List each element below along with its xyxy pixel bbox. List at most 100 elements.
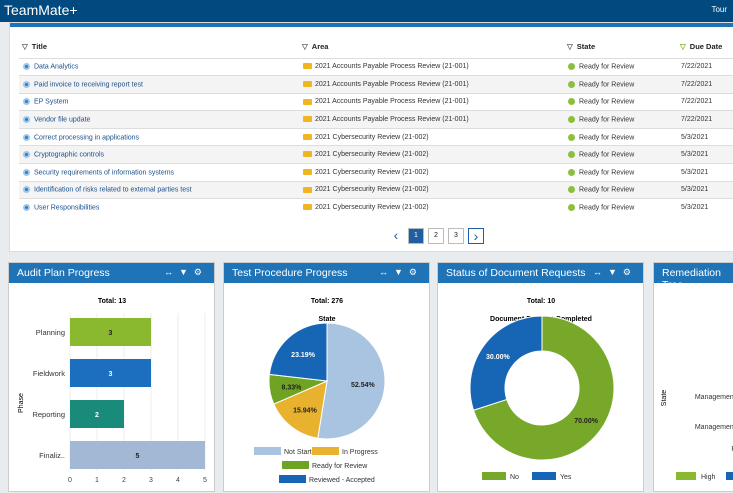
- gear-icon[interactable]: ⚙: [622, 267, 637, 277]
- filter-icon[interactable]: ▼: [179, 267, 194, 277]
- column-label: Area: [311, 41, 329, 51]
- page-button[interactable]: 2: [428, 228, 444, 244]
- state-cell: Ready for Review: [564, 92, 677, 111]
- state-cell: Ready for Review: [564, 75, 677, 94]
- title-link[interactable]: Data Analytics: [19, 57, 299, 76]
- pie-slice: [273, 380, 328, 439]
- due-date-cell: 5/3/2021: [677, 180, 733, 199]
- cell-text: 7/22/2021: [681, 80, 713, 88]
- table-row[interactable]: Cryptographic controls 2021 Cybersecurity…: [19, 145, 733, 164]
- procedure-icon: [23, 133, 30, 141]
- area-cell: 2021 Accounts Payable Process Review (21…: [299, 75, 564, 94]
- folder-icon: [303, 98, 312, 105]
- filter-icon[interactable]: ▽: [22, 41, 28, 51]
- state-cell: Ready for Review: [564, 57, 677, 76]
- column-label: Title: [31, 41, 48, 51]
- table-row[interactable]: User Responsibilities 2021 Cybersecurity …: [19, 198, 733, 217]
- legend-swatch: [254, 447, 281, 455]
- title-link[interactable]: Security requirements of information sys…: [19, 163, 299, 182]
- due-date-cell: 5/3/2021: [677, 145, 733, 164]
- bar-value-label: 2: [95, 412, 99, 419]
- cell-text: Ready for Review: [579, 63, 635, 71]
- cell-text: 5/3/2021: [681, 168, 709, 176]
- legend-label: In Progress: [342, 449, 378, 456]
- cell-text: 7/22/2021: [681, 116, 713, 124]
- filter-icon[interactable]: ▽: [680, 41, 686, 51]
- cell-text: 5/3/2021: [681, 204, 709, 212]
- x-tick-label: 5: [203, 477, 207, 484]
- slice-label: 23.19%: [291, 352, 316, 359]
- column-header-state[interactable]: ▽ State: [564, 35, 677, 58]
- cell-text: 2021 Cybersecurity Review (21-002): [315, 186, 429, 194]
- due-date-cell: 5/3/2021: [677, 127, 733, 146]
- app-logo: TeamMate+: [4, 2, 78, 18]
- title-link[interactable]: EP System: [19, 92, 299, 111]
- column-header-area[interactable]: ▽ Area: [299, 35, 564, 58]
- column-header-due-date[interactable]: ▽ Due Date: [677, 35, 733, 58]
- cell-text: 2021 Cybersecurity Review (21-002): [315, 204, 429, 212]
- x-tick-label: 3: [149, 477, 153, 484]
- category-label: Management Resp: [695, 424, 733, 431]
- table-row[interactable]: Security requirements of information sys…: [19, 163, 733, 182]
- title-link[interactable]: Paid invoice to receiving report test: [19, 75, 299, 94]
- folder-icon: [303, 81, 312, 88]
- legend-title: State: [318, 316, 335, 323]
- bar: [70, 359, 151, 387]
- column-header-title[interactable]: ▽ Title: [19, 35, 299, 58]
- legend-swatch: [279, 475, 306, 483]
- table-row[interactable]: EP System 2021 Accounts Payable Process R…: [19, 92, 733, 111]
- document-requests-card: Status of Document Requests ↔▼⚙ Total: 10…: [437, 262, 644, 492]
- pie-slice: [317, 322, 386, 440]
- bar-value-label: 3: [109, 371, 113, 378]
- next-page-button[interactable]: ›: [468, 228, 484, 244]
- due-date-cell: 7/22/2021: [677, 110, 733, 129]
- chart-subtitle: Total: 13: [98, 298, 126, 305]
- table-row[interactable]: Data Analytics 2021 Accounts Payable Proc…: [19, 57, 733, 76]
- folder-icon: [303, 186, 312, 193]
- category-label: Finaliz..: [39, 451, 65, 460]
- chart-subtitle: Total: 10: [527, 298, 555, 305]
- due-date-cell: 5/3/2021: [677, 163, 733, 182]
- title-link[interactable]: Identification of risks related to exter…: [19, 180, 299, 199]
- gear-icon[interactable]: ⚙: [408, 267, 423, 277]
- table-row[interactable]: Vendor file update 2021 Accounts Payable …: [19, 110, 733, 129]
- cell-text: 2021 Cybersecurity Review (21-002): [315, 168, 429, 176]
- procedure-icon: [23, 115, 30, 123]
- remediation-card: Remediation Trac StateNot StIn ProReviAc…: [653, 262, 733, 492]
- card-title: Remediation Trac: [662, 267, 721, 291]
- status-dot-icon: [568, 63, 575, 71]
- test-procedure-chart: Total: 276 State 52.54% 15.94% 8.33% 23.19% No…: [254, 298, 386, 484]
- title-link[interactable]: User Responsibilities: [19, 198, 299, 217]
- prev-page-button[interactable]: ‹: [393, 227, 399, 243]
- filter-icon[interactable]: ▼: [608, 267, 623, 277]
- filter-icon[interactable]: ▽: [567, 41, 573, 51]
- review-table: ▽ Title ▽ Area ▽ State ▽ Due Date Data Analytic…: [19, 35, 733, 217]
- table-row[interactable]: Paid invoice to receiving report test 202…: [19, 75, 733, 94]
- filter-icon[interactable]: ▽: [302, 41, 308, 51]
- procedure-icon: [23, 204, 30, 212]
- page-button[interactable]: 1: [408, 228, 424, 244]
- table-row[interactable]: Identification of risks related to exter…: [19, 180, 733, 199]
- procedure-icon: [23, 151, 30, 159]
- procedure-icon: [23, 98, 30, 106]
- card-title: Audit Plan Progress: [17, 267, 110, 279]
- legend-label: Ready for Review: [312, 463, 368, 470]
- filter-icon[interactable]: ▼: [394, 267, 409, 277]
- tour-link[interactable]: Tour: [711, 5, 727, 14]
- card-title: Test Procedure Progress: [232, 267, 348, 279]
- area-cell: 2021 Cybersecurity Review (21-002): [299, 198, 564, 217]
- expand-icon[interactable]: ↔: [379, 267, 394, 277]
- table-row[interactable]: Correct processing in applications 2021 C…: [19, 127, 733, 146]
- cell-text: Vendor file update: [34, 116, 91, 124]
- category-label: Management Resp: [695, 394, 733, 401]
- expand-icon[interactable]: ↔: [593, 267, 608, 277]
- page-button[interactable]: 3: [448, 228, 464, 244]
- title-link[interactable]: Vendor file update: [19, 110, 299, 129]
- gear-icon[interactable]: ⚙: [193, 267, 208, 277]
- title-link[interactable]: Correct processing in applications: [19, 127, 299, 146]
- folder-icon: [303, 63, 312, 70]
- folder-icon: [303, 169, 312, 176]
- card-title: Status of Document Requests: [446, 267, 586, 279]
- title-link[interactable]: Cryptographic controls: [19, 145, 299, 164]
- expand-icon[interactable]: ↔: [164, 267, 179, 277]
